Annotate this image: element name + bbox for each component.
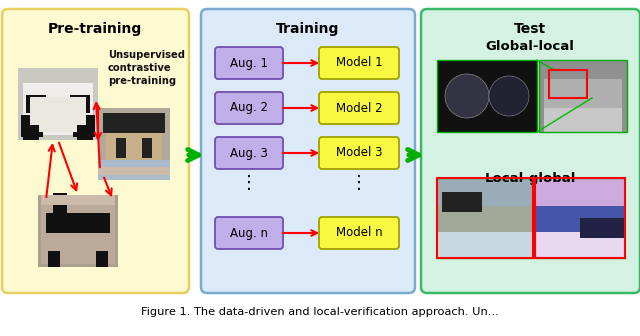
Text: Aug. 3: Aug. 3 xyxy=(230,146,268,160)
Text: Figure 1. The data-driven and local-verification approach. Un...: Figure 1. The data-driven and local-veri… xyxy=(141,307,499,317)
Bar xyxy=(142,138,152,158)
Bar xyxy=(98,160,170,180)
Text: Model 3: Model 3 xyxy=(336,146,382,160)
Text: Local-global: Local-global xyxy=(484,172,576,185)
Bar xyxy=(437,178,533,258)
Text: Aug. 1: Aug. 1 xyxy=(230,56,268,70)
Text: Model 1: Model 1 xyxy=(336,56,382,70)
Text: Training: Training xyxy=(276,22,340,36)
Bar xyxy=(437,206,533,232)
Bar xyxy=(103,113,165,133)
Bar xyxy=(535,232,625,258)
Bar xyxy=(98,108,170,180)
FancyBboxPatch shape xyxy=(319,217,399,249)
Circle shape xyxy=(489,76,529,116)
Bar xyxy=(535,178,625,258)
Text: Unsupervised
contrastive
pre-training: Unsupervised contrastive pre-training xyxy=(108,50,185,86)
Bar xyxy=(38,195,118,267)
Bar xyxy=(96,251,108,267)
Text: Pre-training: Pre-training xyxy=(48,22,142,36)
Bar xyxy=(41,195,115,205)
Bar xyxy=(442,192,482,212)
FancyBboxPatch shape xyxy=(215,217,283,249)
Bar xyxy=(21,115,43,137)
FancyBboxPatch shape xyxy=(319,92,399,124)
Bar xyxy=(106,113,162,170)
Bar xyxy=(26,95,46,113)
Bar xyxy=(116,138,126,158)
Bar xyxy=(73,115,95,137)
Bar xyxy=(437,60,537,132)
Bar xyxy=(46,213,110,233)
FancyBboxPatch shape xyxy=(201,9,415,293)
FancyBboxPatch shape xyxy=(319,47,399,79)
Bar xyxy=(535,178,625,258)
Bar xyxy=(535,206,625,232)
FancyBboxPatch shape xyxy=(2,9,189,293)
FancyBboxPatch shape xyxy=(215,137,283,169)
Text: Model n: Model n xyxy=(336,226,382,240)
Bar xyxy=(77,125,93,140)
Bar xyxy=(437,178,533,258)
Bar xyxy=(437,232,533,258)
Bar xyxy=(437,60,537,132)
Circle shape xyxy=(445,74,489,118)
FancyBboxPatch shape xyxy=(215,92,283,124)
Text: Test: Test xyxy=(514,22,546,36)
FancyBboxPatch shape xyxy=(319,137,399,169)
Bar xyxy=(70,95,90,113)
Text: Aug. 2: Aug. 2 xyxy=(230,101,268,115)
Text: Global-local: Global-local xyxy=(486,40,575,53)
Text: ⋮: ⋮ xyxy=(240,174,258,192)
Bar xyxy=(580,218,625,238)
Bar xyxy=(549,70,587,98)
Bar xyxy=(23,125,39,140)
Bar xyxy=(539,60,627,132)
Bar xyxy=(53,193,67,215)
Bar xyxy=(18,68,98,140)
Bar xyxy=(544,108,622,132)
Bar xyxy=(539,60,627,132)
Bar xyxy=(41,198,115,264)
Bar xyxy=(48,251,60,267)
Text: ⋮: ⋮ xyxy=(350,174,368,192)
FancyBboxPatch shape xyxy=(421,9,640,293)
Bar xyxy=(98,167,170,175)
Bar xyxy=(30,97,86,132)
FancyBboxPatch shape xyxy=(215,47,283,79)
Text: Aug. n: Aug. n xyxy=(230,226,268,240)
Text: Model 2: Model 2 xyxy=(336,101,382,115)
Polygon shape xyxy=(23,83,93,135)
Bar xyxy=(544,79,622,127)
